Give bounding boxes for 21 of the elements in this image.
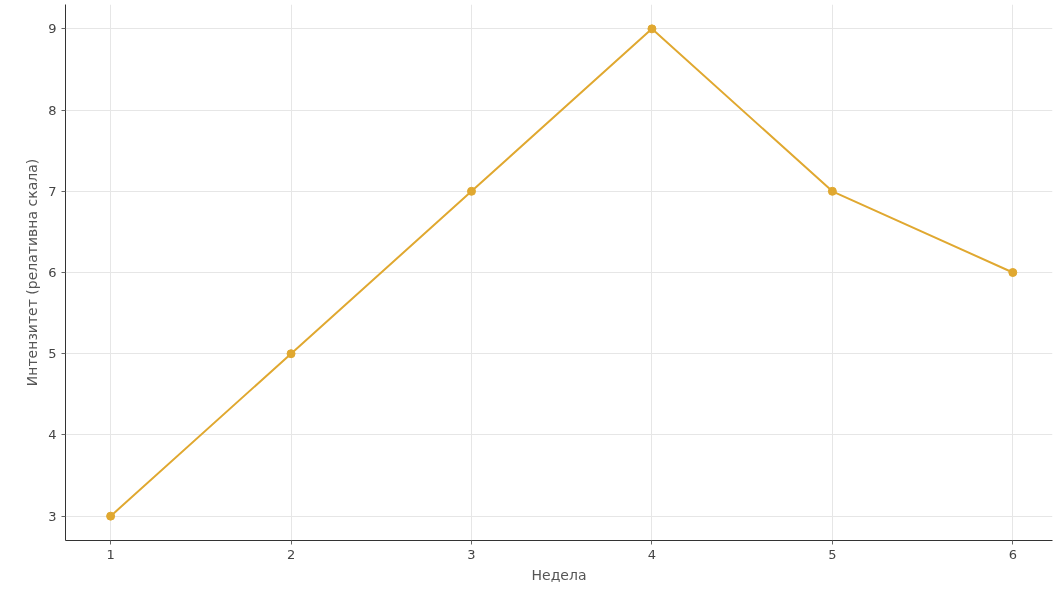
point bbox=[1008, 268, 1018, 277]
y-tick-label: 7 bbox=[48, 183, 57, 199]
x-tick-label: 4 bbox=[647, 546, 657, 562]
point bbox=[827, 186, 837, 196]
point bbox=[647, 24, 657, 34]
x-tick-label: 3 bbox=[467, 546, 476, 562]
x-tick-label: 6 bbox=[1008, 546, 1017, 562]
y-tick-label: 4 bbox=[48, 427, 57, 443]
y-tick-label: 9 bbox=[48, 21, 57, 37]
x-tick-label: 1 bbox=[106, 546, 115, 562]
x-tick-label: 2 bbox=[286, 546, 296, 562]
point bbox=[286, 349, 296, 359]
y-tick-label: 6 bbox=[48, 265, 57, 280]
point bbox=[466, 186, 476, 196]
point bbox=[106, 511, 116, 521]
y-axis-title: Интензитет (релативна скала) bbox=[24, 158, 41, 387]
y-tick-label: 3 bbox=[48, 508, 57, 524]
x-axis-title: Недела bbox=[531, 566, 587, 583]
y-tick-label: 8 bbox=[48, 102, 57, 118]
x-tick-label: 5 bbox=[828, 546, 837, 562]
y-tick-label: 5 bbox=[48, 346, 57, 362]
